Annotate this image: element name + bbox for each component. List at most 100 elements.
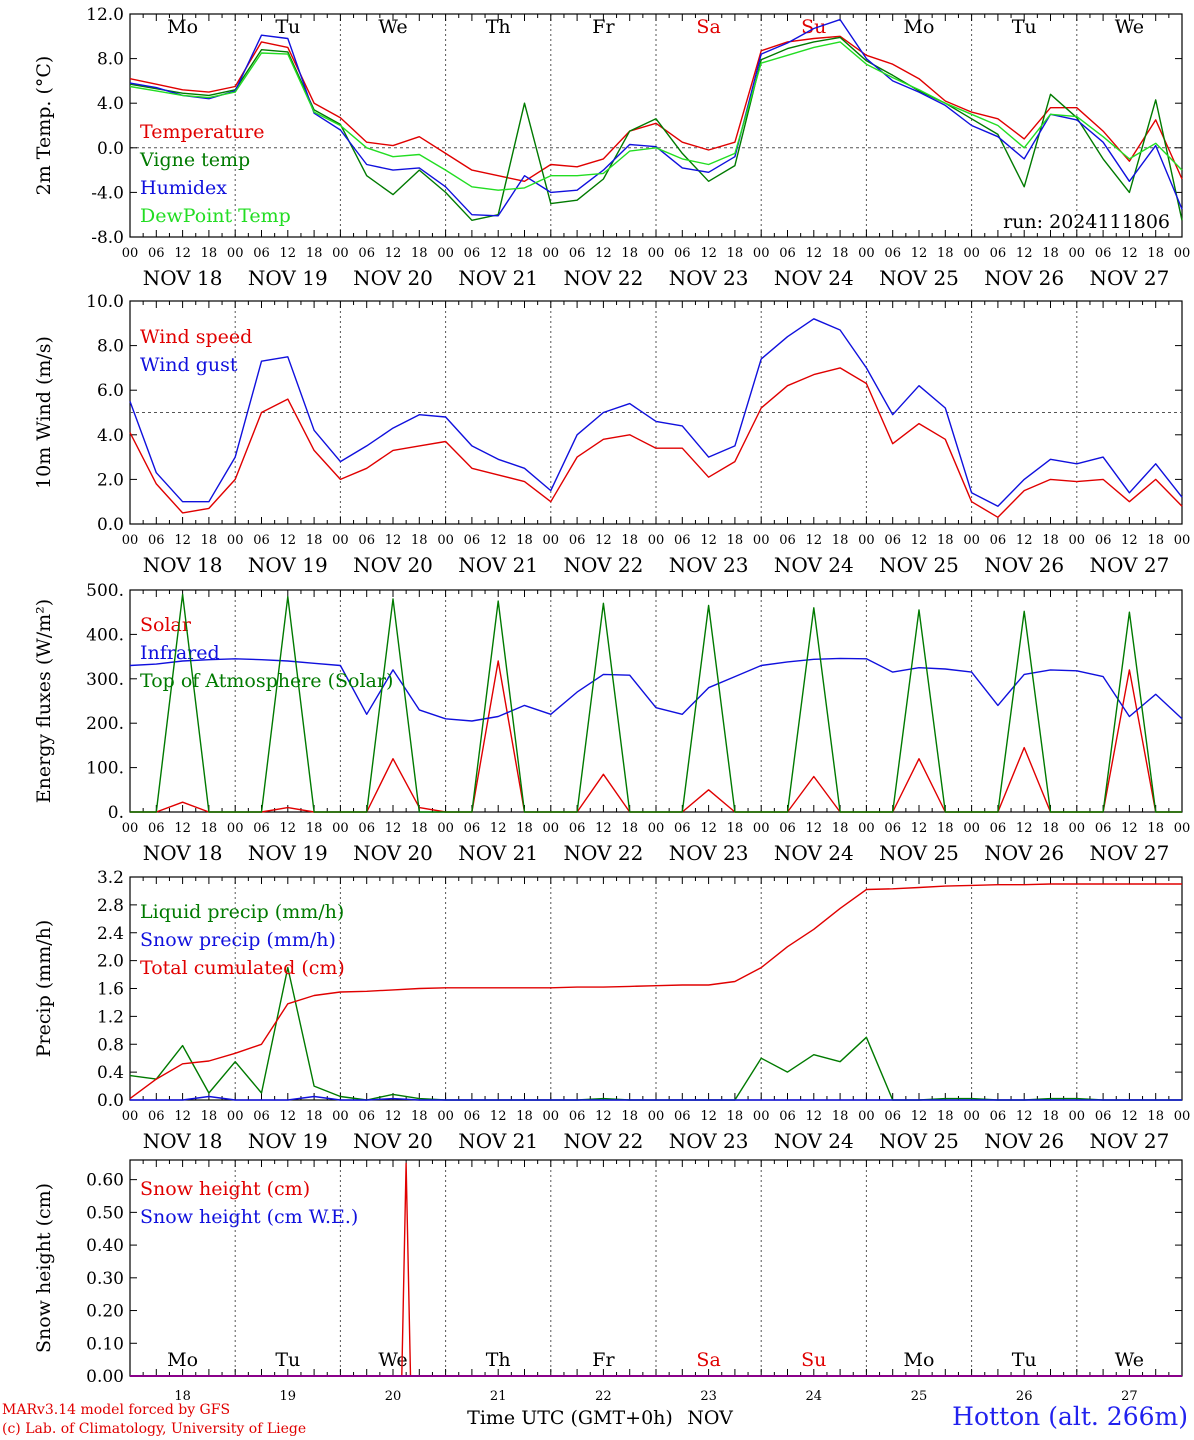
- hour-tick-label: 12: [1121, 821, 1138, 836]
- lab-credit: (c) Lab. of Climatology, University of L…: [2, 1421, 307, 1437]
- date-label: NOV 25: [879, 553, 959, 577]
- hour-tick-label: 18: [201, 821, 218, 836]
- date-label: NOV 26: [984, 841, 1064, 865]
- hour-tick-label: 06: [358, 533, 375, 548]
- date-label: NOV 22: [564, 266, 644, 290]
- date-label: NOV 20: [353, 841, 433, 865]
- legend-entry: Total cumulated (cm): [140, 957, 345, 979]
- series-line-3: [129, 18, 1183, 217]
- y-tick-label: 0.30: [86, 1269, 124, 1289]
- weekday-label: Th: [486, 16, 511, 38]
- weekday-label: We: [1115, 16, 1144, 38]
- hour-tick-label: 18: [516, 246, 533, 261]
- hour-tick-label: 06: [464, 246, 481, 261]
- hour-tick-label: 06: [990, 533, 1007, 548]
- hour-tick-label: 18: [306, 246, 323, 261]
- date-label: NOV 21: [458, 841, 538, 865]
- hour-tick-label: 12: [280, 1109, 297, 1124]
- hour-tick-label: 06: [569, 246, 586, 261]
- series-line-1: [129, 35, 1183, 183]
- month-label: NOV: [687, 1407, 733, 1429]
- hour-tick-label: 00: [122, 533, 139, 548]
- series-line-3: [130, 593, 1182, 813]
- hour-tick-label: 12: [700, 246, 717, 261]
- hour-tick-label: 06: [253, 821, 270, 836]
- y-tick-label: 10.0: [86, 292, 124, 312]
- y-tick-label: 8.0: [97, 50, 124, 70]
- hour-tick-label: 00: [858, 1109, 875, 1124]
- hour-tick-label: 06: [990, 1109, 1007, 1124]
- weekday-label: Th: [486, 1349, 511, 1371]
- y-tick-label: 0.40: [86, 1236, 124, 1256]
- weekday-label: Su: [801, 16, 826, 38]
- y-tick-label: 100.: [86, 759, 124, 779]
- legend-entry: Infrared: [140, 642, 220, 664]
- hour-tick-label: 00: [437, 1109, 454, 1124]
- weekday-label: Fr: [592, 1349, 615, 1371]
- date-label: NOV 25: [879, 266, 959, 290]
- day-number-label: 25: [911, 1389, 928, 1404]
- hour-tick-label: 18: [621, 821, 638, 836]
- hour-tick-label: 00: [753, 1109, 770, 1124]
- series-line-4: [129, 41, 1183, 191]
- hour-tick-label: 06: [884, 533, 901, 548]
- legend-entry: Snow height (cm W.E.): [140, 1206, 358, 1228]
- hour-tick-label: 12: [911, 821, 928, 836]
- hour-tick-label: 00: [648, 821, 665, 836]
- hour-tick-label: 00: [753, 533, 770, 548]
- hour-tick-label: 18: [727, 246, 744, 261]
- weekday-label: Tu: [1012, 16, 1037, 38]
- hour-tick-label: 12: [1121, 533, 1138, 548]
- date-label: NOV 20: [353, 266, 433, 290]
- hour-tick-label: 18: [201, 1109, 218, 1124]
- hour-tick-label: 12: [1016, 821, 1033, 836]
- weekday-label: Mo: [904, 1349, 935, 1371]
- hour-tick-label: 00: [543, 533, 560, 548]
- hour-tick-label: 06: [358, 246, 375, 261]
- y-tick-label: 400.: [86, 625, 124, 645]
- y-tick-label: 6.0: [97, 381, 124, 401]
- y-tick-label: 0.4: [97, 1063, 124, 1083]
- legend-entry: Wind gust: [140, 354, 238, 376]
- hour-tick-label: 12: [595, 246, 612, 261]
- hour-tick-label: 00: [1069, 533, 1086, 548]
- weekday-label: We: [378, 1349, 407, 1371]
- hour-tick-label: 06: [990, 246, 1007, 261]
- hour-tick-label: 06: [1095, 821, 1112, 836]
- hour-tick-label: 06: [148, 533, 165, 548]
- hour-tick-label: 06: [358, 821, 375, 836]
- hour-tick-label: 12: [1121, 246, 1138, 261]
- legend-entry: Snow height (cm): [140, 1178, 310, 1200]
- hour-tick-label: 06: [884, 1109, 901, 1124]
- hour-tick-label: 06: [884, 821, 901, 836]
- hour-tick-label: 18: [1147, 821, 1164, 836]
- series-line-2: [130, 1095, 1182, 1101]
- y-axis-label: 2m Temp. (°C): [33, 56, 55, 196]
- hour-tick-label: 18: [516, 533, 533, 548]
- legend-entry: Wind speed: [140, 326, 252, 348]
- hour-tick-label: 06: [779, 533, 796, 548]
- date-label: NOV 23: [669, 1129, 749, 1153]
- hour-tick-label: 12: [490, 246, 507, 261]
- hour-tick-label: 12: [1016, 533, 1033, 548]
- date-label: NOV 25: [879, 1129, 959, 1153]
- hour-tick-label: 06: [674, 246, 691, 261]
- weekday-label: Sa: [696, 1349, 720, 1371]
- hour-tick-label: 06: [358, 1109, 375, 1124]
- hour-tick-label: 18: [621, 246, 638, 261]
- weekday-label: Tu: [1012, 1349, 1037, 1371]
- y-tick-label: 0.60: [86, 1171, 124, 1191]
- hour-tick-label: 00: [648, 1109, 665, 1124]
- hour-tick-label: 18: [832, 1109, 849, 1124]
- series-line-3: [129, 883, 1182, 1100]
- hour-tick-label: 12: [1121, 1109, 1138, 1124]
- hour-tick-label: 00: [1069, 1109, 1086, 1124]
- y-tick-label: 0.00: [86, 1367, 124, 1387]
- date-label: NOV 23: [669, 553, 749, 577]
- hour-tick-label: 00: [648, 246, 665, 261]
- day-number-label: 24: [806, 1389, 823, 1404]
- day-number-label: 18: [174, 1389, 191, 1404]
- date-label: NOV 18: [143, 266, 223, 290]
- day-number-label: 23: [700, 1389, 717, 1404]
- hour-tick-label: 18: [1147, 1109, 1164, 1124]
